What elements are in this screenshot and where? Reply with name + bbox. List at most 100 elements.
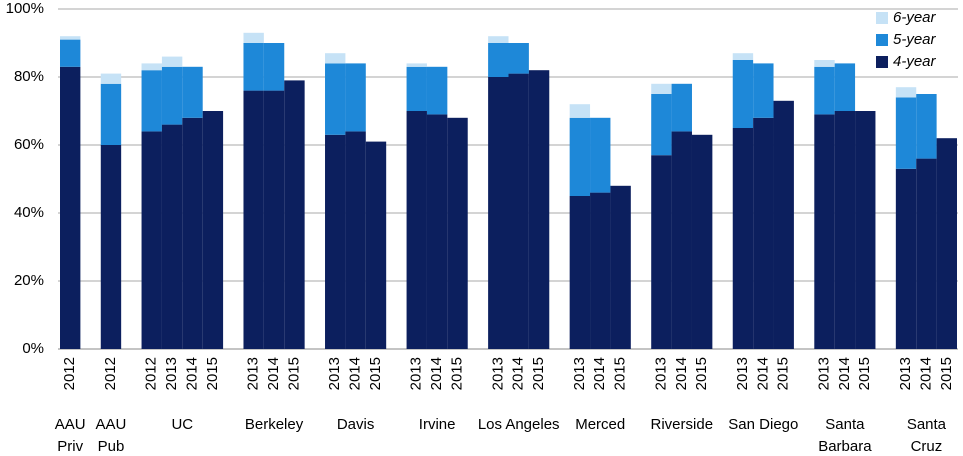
group-label: Merced (575, 416, 625, 433)
group-label: San Diego (728, 416, 798, 433)
x-tick-label: 2013 (897, 357, 914, 390)
bar-segment (569, 196, 591, 349)
bar-segment (834, 63, 856, 111)
bar-segment (773, 100, 794, 349)
x-tick-label: 2015 (938, 357, 955, 390)
group-label: Pub (98, 438, 125, 455)
x-tick-label: 2014 (428, 357, 445, 390)
bar-segment (426, 66, 448, 115)
x-tick-label: 2013 (245, 357, 262, 390)
bar-segment (141, 70, 162, 132)
bar-segment (243, 32, 264, 43)
bar-segment (365, 141, 387, 349)
group-label: Cruz (911, 438, 943, 455)
bar-segment (671, 131, 692, 349)
x-tick-label: 2015 (693, 357, 710, 390)
group-label: Riverside (651, 416, 714, 433)
x-tick-label: 2015 (285, 357, 302, 390)
x-tick-label: 2014 (591, 357, 608, 390)
x-tick-label: 2013 (326, 357, 343, 390)
legend-label: 6-year (893, 9, 937, 26)
group-label: UC (171, 416, 193, 433)
bar-segment (814, 60, 835, 67)
bar-segment (325, 53, 346, 64)
group-label: Barbara (818, 438, 872, 455)
bar-segment (651, 155, 672, 349)
bar-segment (753, 63, 774, 118)
bar-segment (345, 131, 366, 349)
y-tick-label: 60% (14, 136, 44, 153)
group-label: Priv (57, 438, 83, 455)
x-tick-label: 2014 (917, 357, 934, 390)
bar-segment (569, 117, 591, 196)
x-tick-label: 2014 (836, 357, 853, 390)
bar-segment (753, 117, 774, 349)
bar-segment (100, 83, 122, 145)
bar-segment (325, 134, 346, 349)
bar-segment (691, 134, 713, 349)
bar-segment (60, 39, 81, 67)
bar-segment (508, 43, 529, 74)
y-tick-label: 80% (14, 68, 44, 85)
bar-segment (732, 60, 754, 128)
bar-segment (651, 83, 672, 94)
group-label: Santa (907, 416, 947, 433)
x-tick-label: 2013 (163, 357, 180, 390)
bar-segment (916, 94, 937, 159)
x-tick-label: 2013 (571, 357, 588, 390)
bar-segment (263, 90, 285, 349)
bar-segment (936, 138, 957, 349)
group-label: Los Angeles (478, 416, 560, 433)
bar-segment (141, 63, 162, 71)
bar-segment (100, 73, 122, 84)
bar-segment (834, 111, 856, 349)
x-tick-label: 2015 (775, 357, 792, 390)
bar-segment (651, 94, 672, 156)
bar-segment (426, 114, 448, 350)
bar-segment (610, 185, 631, 349)
bar-segment (141, 131, 162, 349)
group-label: Santa (825, 416, 865, 433)
bar-segment (182, 117, 203, 349)
bar-segment (855, 111, 876, 349)
bar-segment (671, 83, 692, 132)
group-label: Berkeley (245, 416, 304, 433)
bar-segment (100, 145, 122, 349)
bar-segment (243, 90, 264, 349)
bar-segment (732, 53, 754, 60)
bar-segment (590, 117, 611, 193)
bar-segment (488, 36, 509, 43)
x-tick-label: 2015 (530, 357, 547, 390)
x-tick-label: 2013 (815, 357, 832, 390)
x-tick-label: 2015 (856, 357, 873, 390)
group-label: AAU (96, 416, 127, 433)
x-tick-label: 2013 (489, 357, 506, 390)
bar-segment (263, 43, 285, 91)
x-tick-label: 2014 (754, 357, 771, 390)
bar-segment (814, 66, 835, 115)
bar-segment (732, 128, 754, 349)
bar-segment (161, 56, 183, 67)
bar-segment (60, 66, 81, 350)
x-tick-label: 2012 (143, 357, 160, 390)
x-tick-label: 2013 (652, 357, 669, 390)
x-tick-label: 2015 (449, 357, 466, 390)
bar-segment (528, 70, 550, 349)
x-tick-label: 2013 (408, 357, 425, 390)
bar-segment (406, 66, 427, 111)
bar-segment (488, 77, 509, 349)
bar-segment (406, 63, 427, 67)
legend-swatch (876, 34, 888, 46)
bar-segment (161, 124, 183, 349)
x-tick-label: 2014 (183, 357, 200, 390)
x-tick-label: 2012 (102, 357, 119, 390)
y-tick-label: 40% (14, 204, 44, 221)
bar-segment (488, 43, 509, 77)
bar-segment (814, 114, 835, 350)
bar-segment (243, 43, 264, 91)
bar-segment (202, 111, 224, 349)
bar-segment (60, 36, 81, 40)
x-tick-label: 2013 (734, 357, 751, 390)
bar-segment (406, 111, 427, 349)
